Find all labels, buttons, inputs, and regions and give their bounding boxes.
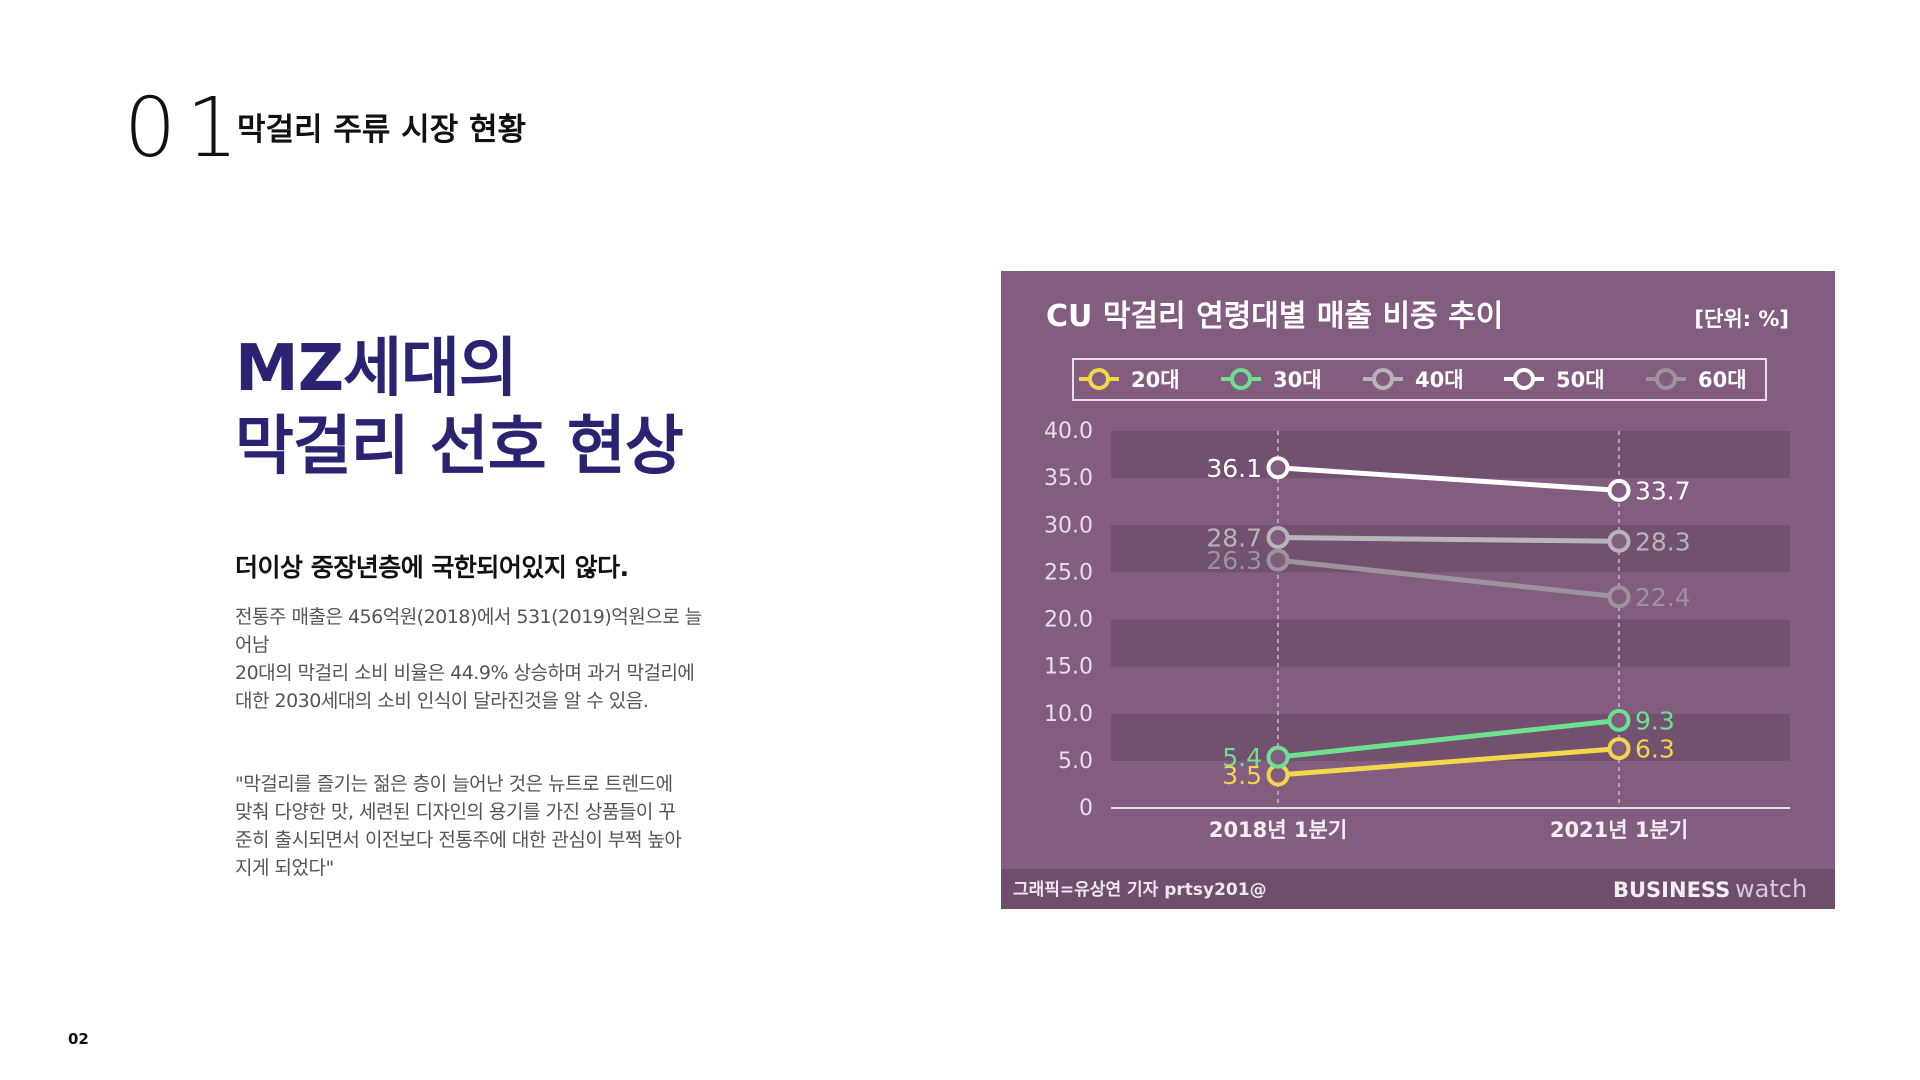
chart-band	[1111, 525, 1790, 573]
body-line: 대한 2030세대의 소비 인식이 달라진것을 알 수 있음.	[235, 690, 649, 712]
data-label: 28.3	[1635, 527, 1691, 556]
chart-background	[1001, 271, 1835, 909]
quote-paragraph: "막걸리를 즐기는 젊은 층이 늘어난 것은 뉴트로 트렌드에 맞춰 다양한 맛…	[235, 770, 775, 882]
series-line	[1277, 465, 1620, 493]
legend-swatch-marker	[1088, 368, 1110, 390]
chart-band	[1111, 431, 1790, 479]
data-point	[1266, 745, 1290, 769]
series-line	[1277, 535, 1620, 544]
y-tick-label: 10.0	[1044, 702, 1093, 727]
section-title: 막걸리 주류 시장 현황	[237, 112, 527, 148]
legend-label: 30대	[1273, 368, 1322, 392]
page-number: 02	[68, 1030, 89, 1048]
chart-credit: 그래픽=유상연 기자 prtsy201@	[1013, 880, 1267, 900]
y-tick-label: 0	[1079, 796, 1093, 821]
series-line	[1277, 717, 1620, 760]
data-label: 22.4	[1635, 583, 1691, 612]
body-line: 20대의 막걸리 소비 비율은 44.9% 상승하며 과거 막걸리에	[235, 662, 695, 684]
legend-label: 40대	[1415, 368, 1464, 392]
legend-swatch-marker	[1513, 368, 1535, 390]
body-paragraph: 전통주 매출은 456억원(2018)에서 531(2019)억원으로 늘 어남…	[235, 603, 775, 715]
data-label: 26.3	[1206, 546, 1262, 575]
chart-unit-label: [단위: %]	[1694, 307, 1789, 331]
data-point	[1266, 526, 1290, 550]
data-point	[1607, 585, 1631, 609]
data-label: 36.1	[1206, 454, 1262, 483]
x-tick-label: 2018년 1분기	[1209, 818, 1347, 842]
y-tick-label: 5.0	[1058, 749, 1093, 774]
data-label: 5.4	[1222, 743, 1262, 772]
subheading: 더이상 중장년층에 국한되어있지 않다.	[235, 553, 629, 582]
series-line	[1277, 746, 1620, 778]
brand-logo-light: watch	[1735, 875, 1807, 903]
quote-line: 맞춰 다양한 맛, 세련된 디자인의 용기를 가진 상품들이 꾸	[235, 801, 676, 823]
data-point	[1266, 548, 1290, 572]
data-point	[1607, 529, 1631, 553]
y-tick-label: 40.0	[1044, 419, 1093, 444]
legend-label: 60대	[1698, 368, 1747, 392]
y-tick-label: 35.0	[1044, 466, 1093, 491]
legend-swatch-marker	[1372, 368, 1394, 390]
data-label: 28.7	[1206, 524, 1262, 553]
x-tick-label: 2021년 1분기	[1550, 818, 1688, 842]
y-tick-label: 30.0	[1044, 513, 1093, 538]
legend-swatch-marker	[1655, 368, 1677, 390]
headline-line-1: MZ세대의	[235, 332, 518, 406]
data-point	[1266, 456, 1290, 480]
y-tick-label: 20.0	[1044, 608, 1093, 633]
quote-line: 지게 되었다"	[235, 857, 334, 879]
body-line: 전통주 매출은 456억원(2018)에서 531(2019)억원으로 늘	[235, 606, 702, 628]
data-label: 9.3	[1635, 706, 1675, 735]
legend-label: 50대	[1556, 368, 1605, 392]
line-chart: 0 5.0 10.0 15.0 20.0 25.0 30.0 35.0 40.0 2018년 1분…	[1001, 271, 1835, 909]
legend-label: 20대	[1131, 368, 1180, 392]
y-tick-label: 15.0	[1044, 655, 1093, 680]
headline-line-2: 막걸리 선호 현상	[235, 410, 684, 484]
quote-line: 준히 출시되면서 이전보다 전통주에 대한 관심이 부쩍 높아	[235, 829, 682, 851]
chart-legend-box	[1072, 358, 1767, 401]
chart-band	[1111, 619, 1790, 667]
y-tick-label: 25.0	[1044, 560, 1093, 585]
chart-footer-strip	[1001, 869, 1835, 909]
data-label: 6.3	[1635, 735, 1675, 764]
legend-swatch-marker	[1230, 368, 1252, 390]
chart-title: CU 막걸리 연령대별 매출 비중 추이	[1046, 299, 1503, 334]
body-line: 어남	[235, 634, 269, 656]
data-label: 33.7	[1635, 476, 1691, 505]
series-line	[1277, 557, 1620, 600]
data-point	[1607, 737, 1631, 761]
brand-logo-bold: BUSINESS	[1613, 878, 1730, 902]
data-label: 3.5	[1222, 761, 1262, 790]
data-point	[1607, 708, 1631, 732]
chart-panel: 0 5.0 10.0 15.0 20.0 25.0 30.0 35.0 40.0 2018년 1분…	[1001, 271, 1835, 909]
data-point	[1607, 478, 1631, 502]
section-number: 01	[124, 81, 249, 176]
quote-line: "막걸리를 즐기는 젊은 층이 늘어난 것은 뉴트로 트렌드에	[235, 773, 673, 795]
headline: MZ세대의 막걸리 선호 현상	[235, 330, 684, 486]
